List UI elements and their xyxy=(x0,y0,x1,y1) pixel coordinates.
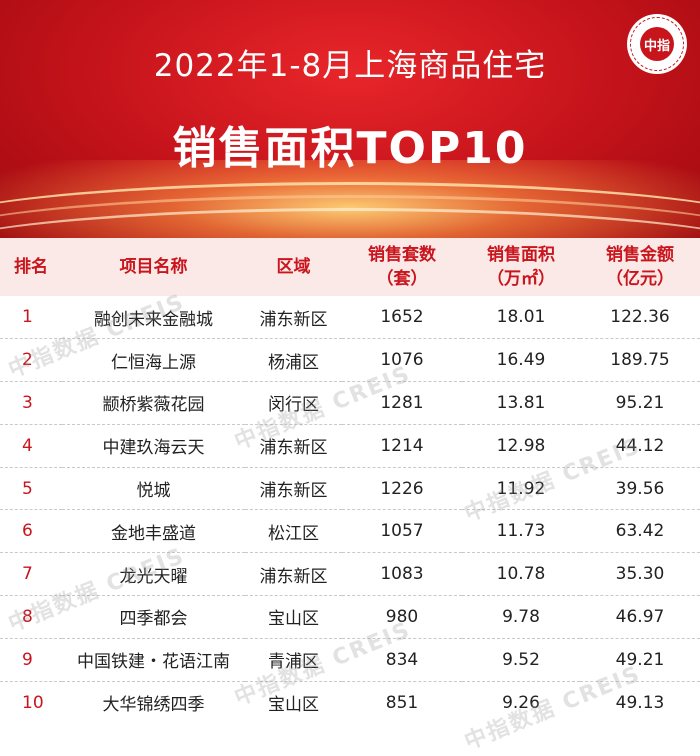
column-header-rank: 排名 xyxy=(14,257,48,277)
units-cell: 1281 xyxy=(380,392,424,413)
ranking-table: 排名 项目名称 区域 销售套数 （套） 销售面积 （万㎡） 销售金额 （亿元） 1 融… xyxy=(0,238,700,724)
amount-cell: 189.75 xyxy=(610,350,670,371)
rank-cell: 3 xyxy=(22,392,33,413)
amount-cell: 95.21 xyxy=(615,392,665,413)
amount-cell: 49.21 xyxy=(615,649,665,670)
district-cell: 浦东新区 xyxy=(259,566,328,587)
banner-wave xyxy=(0,195,700,238)
amount-cell: 46.97 xyxy=(615,606,665,627)
rank-cell: 2 xyxy=(22,350,33,371)
rank-cell: 7 xyxy=(22,564,33,585)
rank-cell: 5 xyxy=(22,478,33,499)
china-index-academy-logo: 中指 xyxy=(627,14,687,74)
district-cell: 宝山区 xyxy=(268,609,319,630)
banner-wave xyxy=(0,182,700,238)
rank-cell: 6 xyxy=(22,521,33,542)
units-cell: 1076 xyxy=(380,350,424,371)
district-cell: 浦东新区 xyxy=(259,309,328,330)
amount-cell: 39.56 xyxy=(615,478,665,499)
area-cell: 11.92 xyxy=(496,478,546,499)
area-cell: 10.78 xyxy=(496,564,546,585)
project-name-cell: 四季都会 xyxy=(119,609,188,630)
table-row: 8 四季都会 宝山区 980 9.78 46.97 xyxy=(0,596,700,639)
table-header-row: 排名 项目名称 区域 销售套数 （套） 销售面积 （万㎡） 销售金额 （亿元） xyxy=(0,238,700,296)
amount-cell: 35.30 xyxy=(615,564,665,585)
units-cell: 1214 xyxy=(380,435,424,456)
project-name-cell: 颛桥紫薇花园 xyxy=(102,395,205,416)
project-name-cell: 中国铁建・花语江南 xyxy=(77,652,230,673)
project-name-cell: 融创未来金融城 xyxy=(94,309,213,330)
table-row: 2 仁恒海上源 杨浦区 1076 16.49 189.75 xyxy=(0,339,700,382)
district-cell: 浦东新区 xyxy=(259,481,328,502)
district-cell: 松江区 xyxy=(268,523,319,544)
table-row: 6 金地丰盛道 松江区 1057 11.73 63.42 xyxy=(0,510,700,553)
area-cell: 13.81 xyxy=(496,392,546,413)
units-cell: 1083 xyxy=(380,564,424,585)
units-cell: 980 xyxy=(385,606,419,627)
project-name-cell: 大华锦绣四季 xyxy=(102,695,205,716)
units-cell: 834 xyxy=(385,649,419,670)
rank-cell: 4 xyxy=(22,435,33,456)
banner-wave xyxy=(0,208,700,238)
column-header-area-label: 销售面积 xyxy=(487,245,555,265)
area-cell: 18.01 xyxy=(496,307,546,328)
project-name-cell: 中建玖海云天 xyxy=(102,438,205,459)
area-cell: 11.73 xyxy=(496,521,546,542)
table-row: 3 颛桥紫薇花园 闵行区 1281 13.81 95.21 xyxy=(0,382,700,425)
area-cell: 9.26 xyxy=(502,692,540,713)
page-subtitle: 销售面积TOP10 xyxy=(172,123,528,174)
amount-cell: 122.36 xyxy=(610,307,670,328)
column-header-units-label: 销售套数 xyxy=(368,245,436,265)
units-cell: 1226 xyxy=(380,478,424,499)
column-header-amount-unit: （亿元） xyxy=(606,269,674,289)
column-header-amount-label: 销售金额 xyxy=(606,245,674,265)
project-name-cell: 龙光天曜 xyxy=(119,566,188,587)
district-cell: 杨浦区 xyxy=(268,352,319,373)
rank-cell: 9 xyxy=(22,649,33,670)
amount-cell: 49.13 xyxy=(615,692,665,713)
column-header-units: 销售套数 （套） xyxy=(342,238,462,296)
column-header-name: 项目名称 xyxy=(119,257,188,277)
units-cell: 1652 xyxy=(380,307,424,328)
column-header-units-unit: （套） xyxy=(376,269,428,289)
column-header-district: 区域 xyxy=(276,257,311,277)
project-name-cell: 仁恒海上源 xyxy=(111,352,196,373)
area-cell: 9.78 xyxy=(502,606,540,627)
header-banner: 2022年1-8月上海商品住宅 销售面积TOP10 中指 xyxy=(0,0,700,238)
units-cell: 1057 xyxy=(380,521,424,542)
column-header-area-unit: （万㎡） xyxy=(487,269,555,289)
table-row: 10 大华锦绣四季 宝山区 851 9.26 49.13 xyxy=(0,681,700,724)
district-cell: 浦东新区 xyxy=(259,438,328,459)
rank-cell: 10 xyxy=(22,692,44,713)
table-row: 4 中建玖海云天 浦东新区 1214 12.98 44.12 xyxy=(0,424,700,468)
district-cell: 宝山区 xyxy=(268,695,319,716)
column-header-area: 销售面积 （万㎡） xyxy=(462,238,580,296)
table-row: 1 融创未来金融城 浦东新区 1652 18.01 122.36 xyxy=(0,296,700,339)
table-row: 7 龙光天曜 浦东新区 1083 10.78 35.30 xyxy=(0,553,700,596)
table-row: 5 悦城 浦东新区 1226 11.92 39.56 xyxy=(0,467,700,510)
rank-cell: 1 xyxy=(22,307,33,328)
area-cell: 12.98 xyxy=(496,435,546,456)
area-cell: 16.49 xyxy=(496,350,546,371)
column-header-amount: 销售金额 （亿元） xyxy=(580,238,700,296)
rank-cell: 8 xyxy=(22,606,33,627)
amount-cell: 63.42 xyxy=(615,521,665,542)
amount-cell: 44.12 xyxy=(615,435,665,456)
page-title: 2022年1-8月上海商品住宅 xyxy=(153,48,547,84)
table-row: 9 中国铁建・花语江南 青浦区 834 9.52 49.21 xyxy=(0,638,700,682)
district-cell: 闵行区 xyxy=(268,395,319,416)
project-name-cell: 金地丰盛道 xyxy=(111,523,196,544)
district-cell: 青浦区 xyxy=(268,652,319,673)
units-cell: 851 xyxy=(385,692,419,713)
logo-ring xyxy=(630,17,684,71)
area-cell: 9.52 xyxy=(502,649,540,670)
project-name-cell: 悦城 xyxy=(136,481,171,502)
